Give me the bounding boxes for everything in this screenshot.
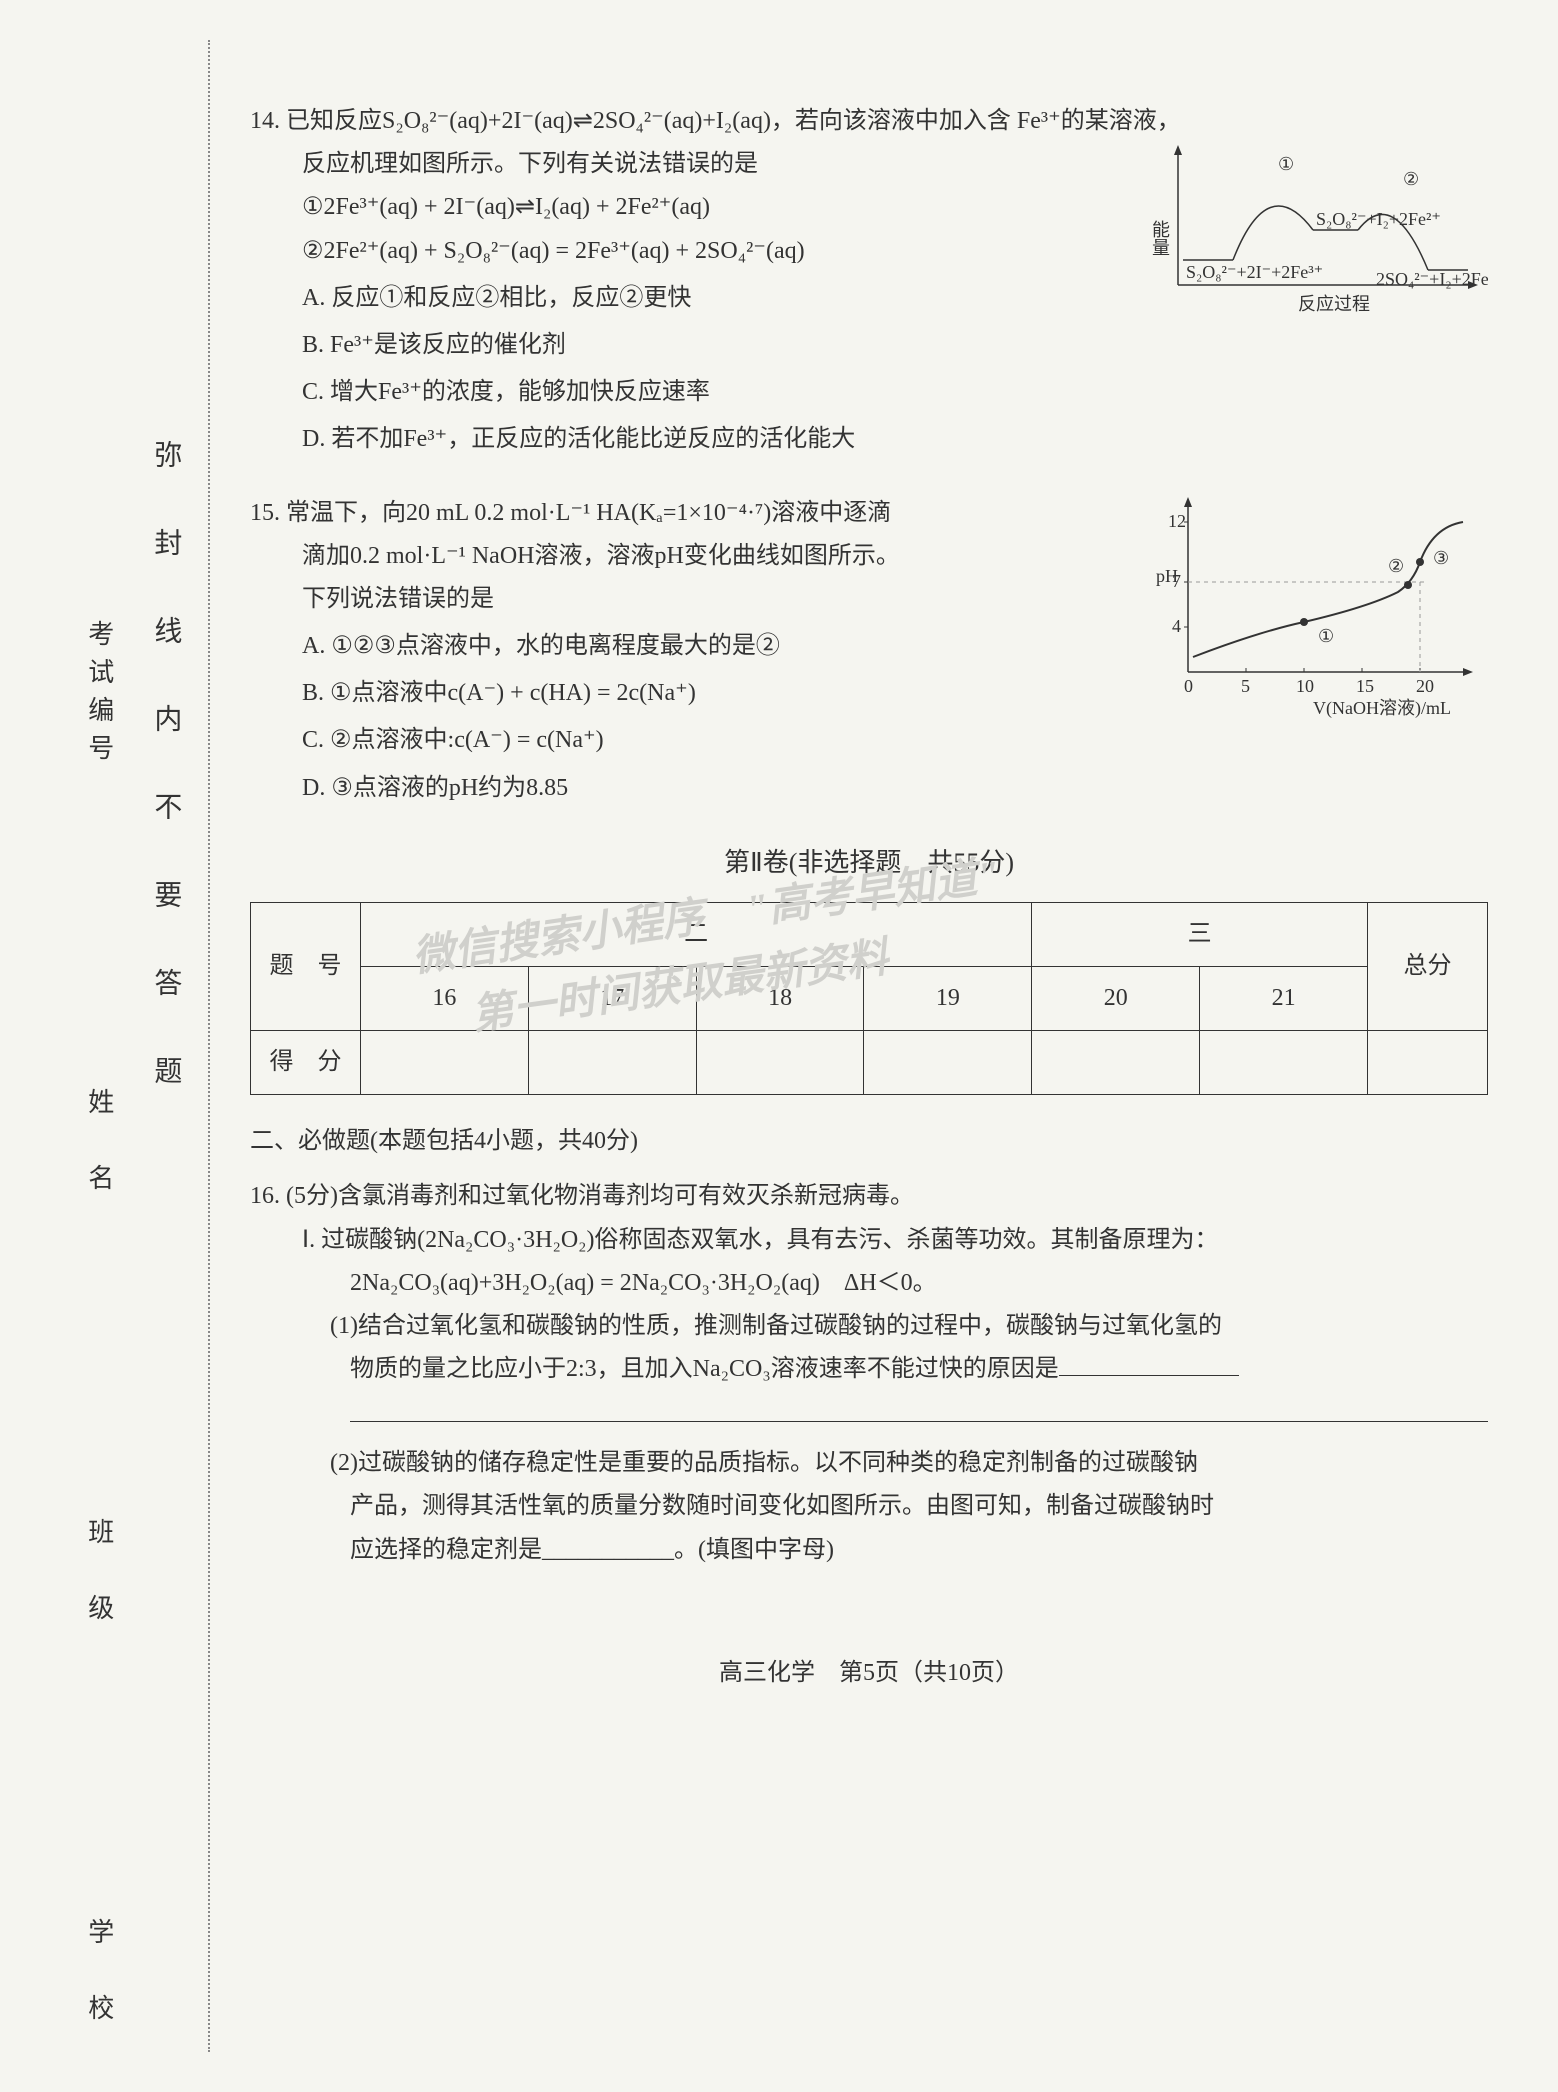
cell-20: 20: [1032, 966, 1200, 1030]
part2-title: 第Ⅱ卷(非选择题 共55分): [250, 840, 1488, 887]
binding-column: 学 校 班 级 姓 名 考试编号 弥封线内不要答题: [40, 40, 210, 2052]
table-row: 题 号 二 三 总分: [251, 902, 1488, 966]
fig14-ylabel: 能量: [1150, 220, 1170, 256]
score-cell: [1032, 1030, 1200, 1094]
score-cell: [1200, 1030, 1368, 1094]
fig15-ylabel: pH: [1156, 566, 1178, 586]
label-class: 班 级: [75, 1518, 122, 1632]
fig15-xlabel: V(NaOH溶液)/mL: [1313, 698, 1451, 719]
q16-eq: 2Na₂CO₃(aq)+3H₂O₂(aq) = 2Na₂CO₃·3H₂O₂(aq…: [250, 1262, 1488, 1305]
score-cell: [864, 1030, 1032, 1094]
q16-sub2b: 产品，测得其活性氧的质量分数随时间变化如图所示。由图可知，制备过碳酸钠时: [250, 1485, 1488, 1528]
q16-p1: Ⅰ. 过碳酸钠(2Na₂CO₃·3H₂O₂)俗称固态双氧水，具有去污、杀菌等功效…: [250, 1219, 1488, 1262]
th-sec2: 二: [361, 902, 1032, 966]
q16-sub1b: 物质的量之比应小于2:3，且加入Na₂CO₃溶液速率不能过快的原因是: [250, 1348, 1488, 1391]
label-name: 姓 名: [75, 1088, 122, 1202]
binding-note: 弥封线内不要答题: [140, 440, 190, 1144]
label-school: 学 校: [75, 1918, 122, 2032]
q14-optB: B. Fe³⁺是该反应的催化剂: [250, 324, 1488, 367]
q16-sub2c: 应选择的稳定剂是___________。(填图中字母): [250, 1529, 1488, 1572]
cell-16: 16: [361, 966, 529, 1030]
fig15-p3: ③: [1433, 548, 1449, 568]
th-number: 题 号: [251, 902, 361, 1030]
main-content: 14. 已知反应S₂O₈²⁻(aq)+2I⁻(aq)⇌2SO₄²⁻(aq)+I₂…: [230, 100, 1508, 1695]
q16-sub1a: (1)结合过氧化氢和碳酸钠的性质，推测制备过碳酸钠的过程中，碳酸钠与过氧化氢的: [250, 1305, 1488, 1348]
fig14-peak2: ②: [1403, 169, 1419, 189]
question-16: 16. (5分)含氯消毒剂和过氧化物消毒剂均可有效灭杀新冠病毒。 Ⅰ. 过碳酸钠…: [250, 1175, 1488, 1572]
fig15-x15: 15: [1356, 676, 1374, 696]
fig14-xlabel: 反应过程: [1298, 294, 1370, 314]
score-table: 题 号 二 三 总分 16 17 18 19 20 21 得 分: [250, 902, 1488, 1096]
cell-21: 21: [1200, 966, 1368, 1030]
blank-line: [1059, 1375, 1239, 1376]
fig15-x20: 20: [1416, 676, 1434, 696]
fig15-y12: 12: [1168, 511, 1186, 531]
table-row: 16 17 18 19 20 21: [251, 966, 1488, 1030]
q16-sub1b-text: 物质的量之比应小于2:3，且加入Na₂CO₃溶液速率不能过快的原因是: [350, 1356, 1059, 1382]
q14-optC: C. 增大Fe³⁺的浓度，能够加快反应速率: [250, 371, 1488, 414]
score-cell: [696, 1030, 864, 1094]
th-score: 得 分: [251, 1030, 361, 1094]
cell-18: 18: [696, 966, 864, 1030]
fig14-end: 2SO₄²⁻+I₂+2Fe³⁺: [1376, 269, 1488, 289]
fig15-x0: 0: [1184, 676, 1193, 696]
q14-optD: D. 若不加Fe³⁺，正反应的活化能比逆反应的活化能大: [250, 418, 1488, 461]
cell-17: 17: [528, 966, 696, 1030]
page-footer: 高三化学 第5页（共10页）: [250, 1652, 1488, 1695]
question-14: 14. 已知反应S₂O₈²⁻(aq)+2I⁻(aq)⇌2SO₄²⁻(aq)+I₂…: [250, 100, 1488, 462]
question-15: 15. 常温下，向20 mL 0.2 mol·L⁻¹ HA(Kₐ=1×10⁻⁴·…: [250, 492, 1488, 810]
table-row: 得 分: [251, 1030, 1488, 1094]
section2-heading: 二、必做题(本题包括4小题，共40分): [250, 1120, 1488, 1163]
score-cell: [361, 1030, 529, 1094]
score-cell: [1368, 1030, 1488, 1094]
th-total: 总分: [1368, 902, 1488, 1030]
fig15-p1: ①: [1318, 626, 1334, 646]
fig15-x5: 5: [1241, 676, 1250, 696]
q16-stem: 16. (5分)含氯消毒剂和过氧化物消毒剂均可有效灭杀新冠病毒。: [250, 1175, 1488, 1218]
fig15-x10: 10: [1296, 676, 1314, 696]
fig14-mid: S₂O₈²⁻+I₂+2Fe²⁺: [1316, 209, 1441, 229]
q14-figure: ① ② 能量 S₂O₈²⁻+2I⁻+2Fe³⁺ S₂O₈²⁻+I₂+2Fe²⁺ …: [1148, 130, 1488, 330]
fig14-peak1: ①: [1278, 154, 1294, 174]
q16-sub2a: (2)过碳酸钠的储存稳定性是重要的品质指标。以不同种类的稳定剂制备的过碳酸钠: [250, 1442, 1488, 1485]
fig15-p2: ②: [1388, 556, 1404, 576]
q15-figure: 12 7 4 0 5 10 15 20: [1138, 482, 1488, 722]
cell-19: 19: [864, 966, 1032, 1030]
fig15-y4: 4: [1172, 616, 1181, 636]
q15-optC: C. ②点溶液中:c(A⁻) = c(Na⁺): [250, 719, 1488, 762]
answer-line: [350, 1421, 1488, 1422]
label-exam-no: 考试编号: [75, 620, 122, 772]
fig14-start: S₂O₈²⁻+2I⁻+2Fe³⁺: [1186, 262, 1323, 282]
th-sec3: 三: [1032, 902, 1368, 966]
score-cell: [528, 1030, 696, 1094]
q15-optD: D. ③点溶液的pH约为8.85: [250, 767, 1488, 810]
